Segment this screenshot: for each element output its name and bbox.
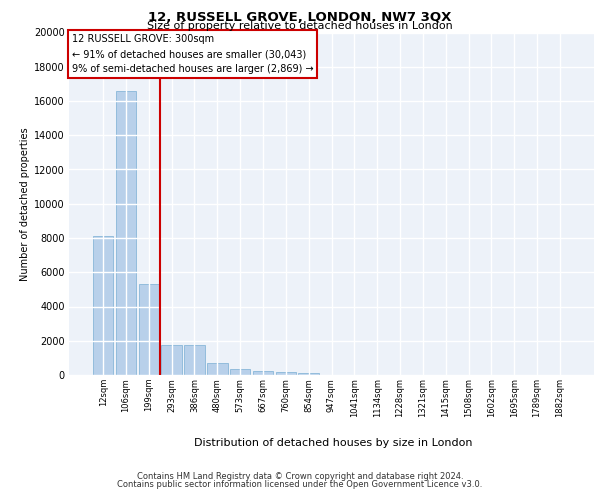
Bar [139, 284, 159, 375]
Bar [298, 373, 319, 375]
Y-axis label: Number of detached properties: Number of detached properties [20, 127, 30, 280]
Text: Distribution of detached houses by size in London: Distribution of detached houses by size … [194, 438, 472, 448]
Text: Contains public sector information licensed under the Open Government Licence v3: Contains public sector information licen… [118, 480, 482, 489]
Text: 12, RUSSELL GROVE, LONDON, NW7 3QX: 12, RUSSELL GROVE, LONDON, NW7 3QX [148, 11, 452, 24]
Bar [184, 345, 205, 375]
Text: Contains HM Land Registry data © Crown copyright and database right 2024.: Contains HM Land Registry data © Crown c… [137, 472, 463, 481]
Bar [116, 90, 136, 375]
Bar [230, 369, 250, 375]
Bar [207, 363, 227, 375]
Bar [161, 345, 182, 375]
Bar [253, 371, 273, 375]
Bar [275, 372, 296, 375]
Bar [93, 236, 113, 375]
Text: 12 RUSSELL GROVE: 300sqm
← 91% of detached houses are smaller (30,043)
9% of sem: 12 RUSSELL GROVE: 300sqm ← 91% of detach… [71, 34, 313, 74]
Text: Size of property relative to detached houses in London: Size of property relative to detached ho… [147, 21, 453, 31]
